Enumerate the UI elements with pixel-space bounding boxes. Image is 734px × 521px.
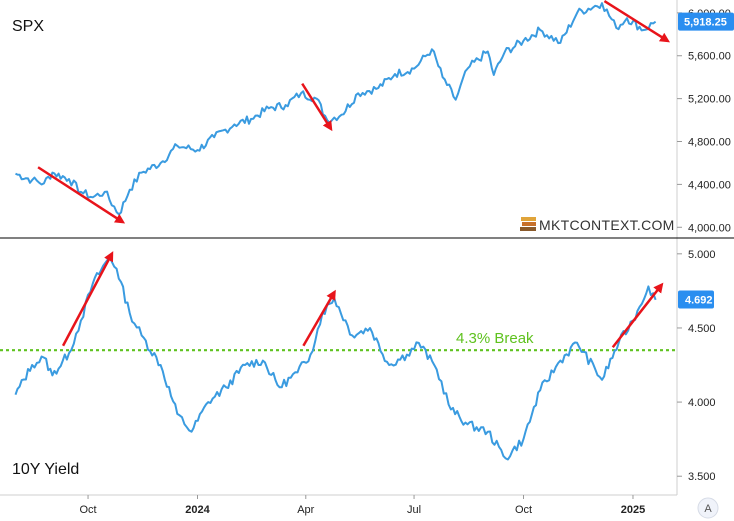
- spx-series-line: [15, 2, 657, 216]
- spx-trend-arrow: [603, 0, 671, 43]
- spx-tick-label: 4,800.00: [688, 137, 731, 149]
- yield-tick-label: 4.500: [688, 323, 716, 335]
- yield-tick-label: 4.000: [688, 397, 716, 409]
- time-tick-label: Jul: [407, 504, 421, 516]
- spx-trend-arrow: [301, 82, 333, 132]
- spx-badge-background: [678, 12, 734, 31]
- spx-last-value-badge: 5,918.25: [678, 12, 734, 31]
- logo-text: MKTCONTEXT.COM: [539, 217, 675, 233]
- time-tick-label: Oct: [515, 504, 532, 516]
- spx-trend-arrows: [37, 0, 671, 224]
- yield-series-line: [14, 255, 657, 461]
- spx-pane[interactable]: SPX 6,000.005,600.005,200.004,800.004,40…: [12, 0, 734, 234]
- time-tick-label: Apr: [297, 504, 314, 516]
- time-tick-label: 2024: [185, 504, 210, 516]
- yield-badge-background: [678, 290, 714, 309]
- yield-tick-label: 3.500: [688, 471, 716, 483]
- yield-trend-arrow: [611, 282, 664, 348]
- auto-scale-button[interactable]: A: [697, 497, 719, 519]
- spx-last-value: 5,918.25: [684, 17, 727, 29]
- yield-last-value-badge: 4.692: [678, 290, 714, 309]
- time-axis[interactable]: Oct 2024 Apr Jul Oct 2025: [79, 495, 645, 516]
- spx-tick-label: 4,000.00: [688, 222, 731, 234]
- spx-title: SPX: [12, 18, 44, 35]
- yield-trend-arrows: [61, 251, 664, 348]
- yield-y-axis[interactable]: 5.000 4.500 4.000 3.500: [677, 249, 716, 483]
- spx-trend-arrow: [37, 166, 126, 224]
- yield-trend-arrow: [302, 289, 336, 347]
- stacked-books-icon: [520, 217, 536, 231]
- yield-last-value: 4.692: [685, 294, 713, 306]
- break-label: 4.3% Break: [456, 330, 534, 347]
- yield-title: 10Y Yield: [12, 461, 79, 478]
- yield-tick-label: 5.000: [688, 249, 716, 261]
- spx-tick-label: 5,200.00: [688, 94, 731, 106]
- spx-y-axis[interactable]: 6,000.005,600.005,200.004,800.004,400.00…: [677, 8, 731, 234]
- auto-scale-label: A: [704, 503, 712, 515]
- yield-trend-arrow: [61, 251, 114, 347]
- time-tick-label: Oct: [79, 504, 96, 516]
- spx-tick-label: 5,600.00: [688, 51, 731, 63]
- mktcontext-logo: MKTCONTEXT.COM: [520, 217, 675, 233]
- time-tick-label: 2025: [621, 504, 645, 516]
- yield-pane[interactable]: 10Y Yield 5.000 4.500 4.000 3.500 4.3% Brea…: [0, 249, 716, 483]
- spx-tick-label: 4,400.00: [688, 179, 731, 191]
